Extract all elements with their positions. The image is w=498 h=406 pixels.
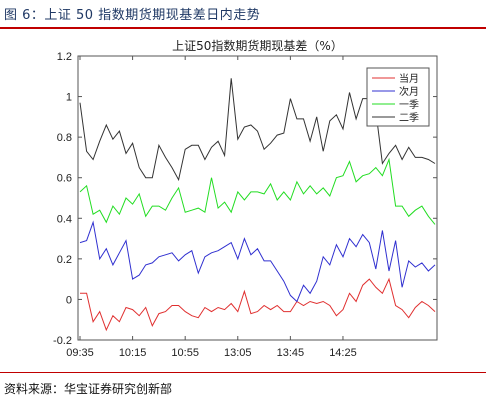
title-divider — [0, 27, 486, 29]
series-line — [79, 157, 436, 225]
x-tick-label: 10:15 — [119, 347, 147, 359]
y-tick-label: 1 — [66, 92, 72, 104]
series-line — [79, 220, 436, 303]
figure-title: 图 6：上证 50 指数期货期现基差日内走势 — [4, 8, 261, 23]
y-tick-label: 0.8 — [57, 132, 72, 144]
chart-title: 上证50指数期货期现基差（%） — [172, 38, 343, 53]
legend-label: 当月 — [399, 72, 419, 85]
x-tick-label: 13:05 — [224, 347, 252, 359]
legend-label: 一季 — [399, 99, 419, 111]
plot-frame — [77, 55, 438, 341]
y-tick-label: 0.6 — [57, 173, 72, 185]
y-tick-label: 0.2 — [57, 254, 72, 266]
y-tick-label: 0.4 — [57, 213, 72, 225]
source-note: 资料来源：华宝证券研究创新部 — [4, 382, 173, 396]
x-tick-label: 14:25 — [329, 347, 357, 359]
x-tick-label: 13:45 — [277, 347, 305, 359]
x-tick-label: 10:55 — [171, 347, 199, 359]
x-tick-label: 09:35 — [66, 347, 94, 359]
series-line — [80, 277, 436, 332]
legend-label: 二季 — [399, 112, 419, 124]
y-axis: -0.2 0 0.2 0.4 0.6 0.8 1 1.2 — [53, 51, 437, 347]
y-tick-label: 0 — [66, 294, 72, 306]
x-axis: 09:35 10:15 10:55 13:05 13:45 14:25 — [66, 56, 357, 359]
legend-label: 次月 — [399, 85, 419, 98]
y-tick-label: 1.2 — [57, 51, 72, 63]
y-tick-label: -0.2 — [53, 335, 72, 347]
source-divider — [0, 372, 486, 373]
